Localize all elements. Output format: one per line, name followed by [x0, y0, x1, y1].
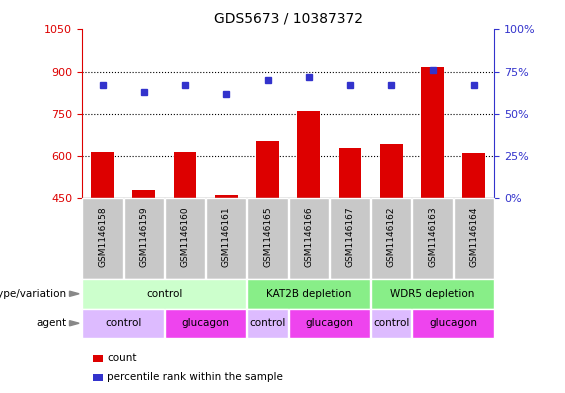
Text: WDR5 depletion: WDR5 depletion	[390, 289, 475, 299]
Text: count: count	[107, 353, 137, 364]
Title: GDS5673 / 10387372: GDS5673 / 10387372	[214, 11, 363, 26]
Text: control: control	[146, 289, 182, 299]
Bar	[338, 148, 362, 198]
Text: genotype/variation: genotype/variation	[0, 289, 67, 299]
Text: GSM1146167: GSM1146167	[346, 206, 354, 267]
Text: GSM1146164: GSM1146164	[470, 207, 478, 267]
Bar	[380, 143, 403, 198]
Text: GSM1146159: GSM1146159	[140, 206, 148, 267]
Text: control: control	[373, 318, 410, 328]
Bar	[215, 195, 238, 198]
Text: GSM1146161: GSM1146161	[222, 206, 231, 267]
Text: glucagon: glucagon	[306, 318, 353, 328]
Bar	[256, 141, 279, 198]
Bar	[173, 152, 197, 198]
Text: agent: agent	[37, 318, 67, 328]
Text: glucagon: glucagon	[182, 318, 229, 328]
Bar	[297, 111, 320, 198]
Polygon shape	[69, 291, 79, 296]
Bar	[462, 153, 485, 198]
Bar	[421, 68, 444, 198]
Text: control: control	[249, 318, 286, 328]
Text: glucagon: glucagon	[429, 318, 477, 328]
Text: KAT2B depletion: KAT2B depletion	[266, 289, 351, 299]
Text: GSM1146158: GSM1146158	[98, 206, 107, 267]
Text: GSM1146166: GSM1146166	[305, 206, 313, 267]
Text: GSM1146160: GSM1146160	[181, 206, 189, 267]
Bar	[132, 190, 155, 198]
Bar	[91, 152, 114, 198]
Polygon shape	[69, 321, 79, 326]
Text: control: control	[105, 318, 141, 328]
Text: GSM1146165: GSM1146165	[263, 206, 272, 267]
Text: GSM1146163: GSM1146163	[428, 206, 437, 267]
Text: percentile rank within the sample: percentile rank within the sample	[107, 372, 283, 382]
Text: GSM1146162: GSM1146162	[387, 207, 396, 267]
